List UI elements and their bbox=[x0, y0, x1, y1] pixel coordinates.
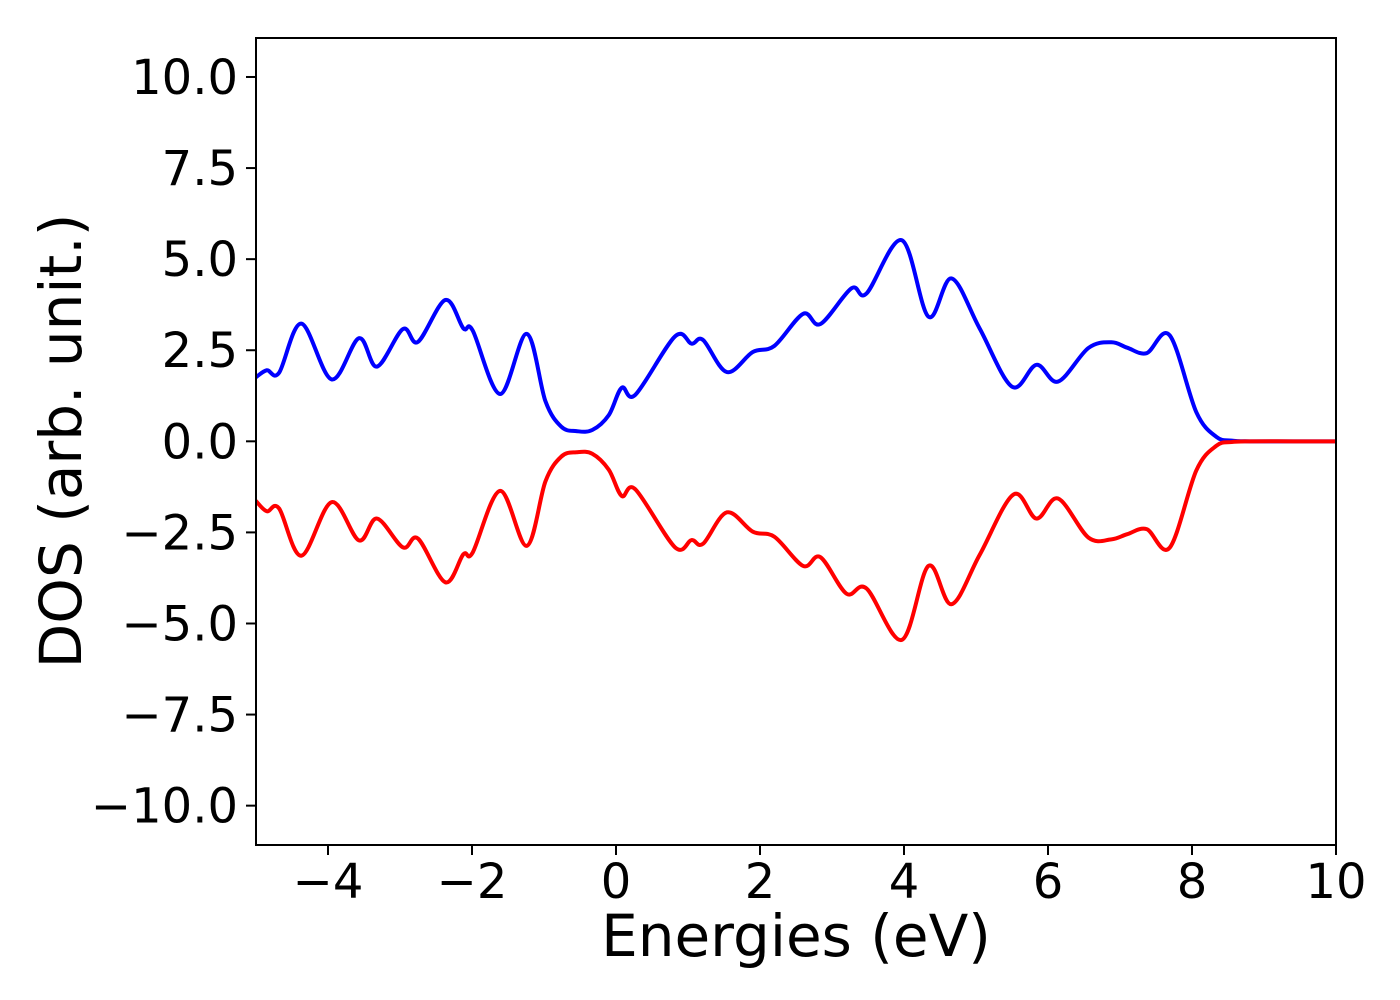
x-tick-label: 8 bbox=[1177, 854, 1208, 910]
spin-down-dos-curve bbox=[256, 439, 1336, 642]
x-tick-label: 4 bbox=[889, 854, 920, 910]
y-tick-label: −2.5 bbox=[121, 505, 238, 561]
y-tick-label: 2.5 bbox=[162, 323, 238, 379]
y-tick-label: −10.0 bbox=[91, 779, 238, 835]
plot-frame bbox=[255, 37, 1337, 846]
x-axis-label: Energies (eV) bbox=[601, 902, 991, 970]
plot-layer: −4 −2 0 2 4 6 8 10 10.0 7.5 5.0 2.5 0.0 −2.5 −5.0 −7.5 −… bbox=[91, 37, 1367, 910]
spin-up-dos-curve bbox=[256, 238, 1336, 444]
x-tick-label: 6 bbox=[1033, 854, 1064, 910]
x-tick-label: 2 bbox=[745, 854, 776, 910]
y-tick-label: −7.5 bbox=[121, 688, 238, 744]
y-tick-label: 7.5 bbox=[162, 141, 238, 197]
y-tick-label: 5.0 bbox=[162, 232, 238, 288]
y-tick-label: 0.0 bbox=[162, 414, 238, 470]
x-tick-label: 10 bbox=[1305, 854, 1366, 910]
y-axis-label: DOS (arb. unit.) bbox=[27, 214, 95, 669]
x-tick-label: 0 bbox=[601, 854, 632, 910]
y-tick-label: −5.0 bbox=[121, 596, 238, 652]
x-tick-label: −4 bbox=[293, 854, 364, 910]
y-tick-label: 10.0 bbox=[131, 50, 238, 106]
x-tick-label: −2 bbox=[437, 854, 508, 910]
